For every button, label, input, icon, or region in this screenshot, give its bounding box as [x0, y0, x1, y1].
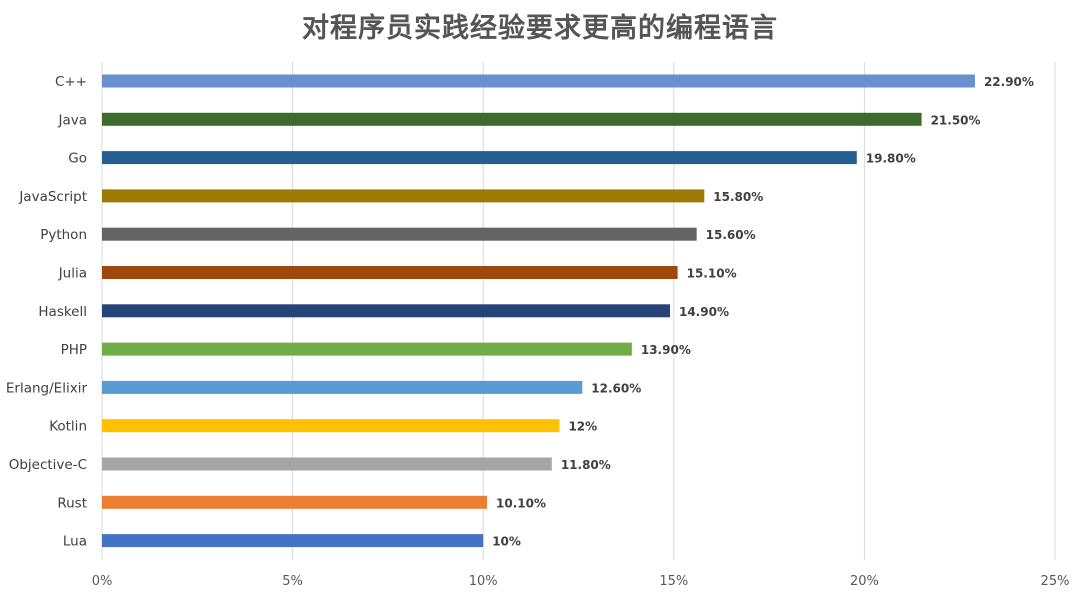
category-label: Lua — [63, 534, 87, 550]
category-label: Rust — [57, 495, 87, 511]
category-label: Python — [40, 227, 87, 243]
bar — [102, 74, 975, 88]
category-label: Erlang/Elixir — [6, 380, 88, 396]
chart-title: 对程序员实践经验要求更高的编程语言 — [302, 13, 778, 44]
bar — [102, 419, 560, 433]
category-label: C++ — [55, 74, 87, 90]
data-label: 21.50% — [931, 113, 981, 127]
x-tick-label: 5% — [282, 574, 303, 589]
data-label: 13.90% — [641, 343, 691, 357]
bar — [102, 380, 583, 394]
x-tick-label: 0% — [92, 574, 113, 589]
data-label: 15.80% — [713, 190, 763, 204]
bar — [102, 266, 678, 279]
data-label: 11.80% — [561, 458, 611, 472]
data-label: 12% — [568, 420, 597, 434]
bar — [102, 457, 552, 471]
bar — [102, 112, 922, 126]
category-label: Julia — [58, 266, 87, 282]
data-label: 10.10% — [496, 496, 546, 510]
category-label: Kotlin — [49, 419, 87, 435]
bar — [102, 495, 488, 509]
bar — [102, 189, 705, 203]
category-label: Go — [68, 151, 87, 167]
x-tick-label: 15% — [659, 574, 688, 589]
category-label: Haskell — [38, 304, 87, 320]
data-label: 12.60% — [591, 381, 641, 395]
bar — [102, 342, 632, 356]
bar — [102, 227, 697, 241]
x-tick-label: 20% — [850, 574, 879, 589]
category-label: JavaScript — [18, 189, 87, 205]
data-label: 22.90% — [984, 75, 1034, 89]
x-tick-label: 25% — [1041, 574, 1070, 589]
data-label: 19.80% — [866, 152, 916, 166]
category-label: Objective-C — [9, 457, 87, 473]
data-label: 15.10% — [687, 267, 737, 281]
bar — [102, 151, 857, 165]
category-label: PHP — [61, 342, 87, 358]
category-label: Java — [57, 112, 87, 128]
data-label: 10% — [492, 535, 521, 549]
data-label: 15.60% — [706, 228, 756, 242]
bar — [102, 304, 670, 318]
x-tick-label: 10% — [469, 574, 498, 589]
data-label: 14.90% — [679, 305, 729, 319]
bar — [102, 534, 484, 548]
